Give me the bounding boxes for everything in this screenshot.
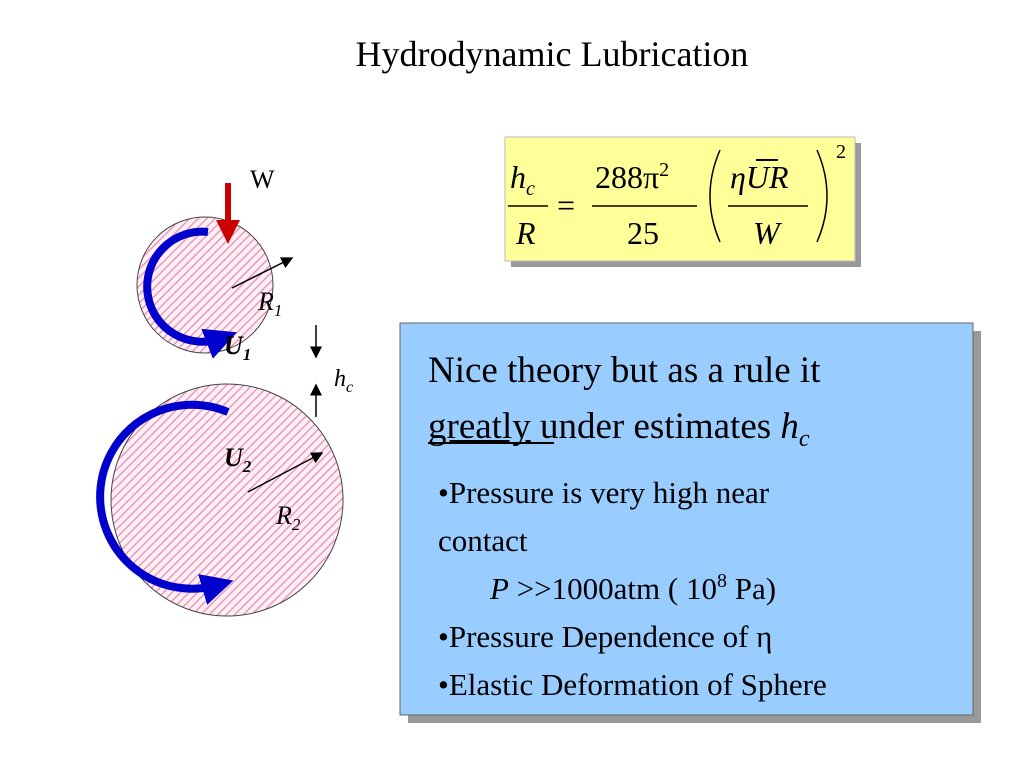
lhs-numerator: hc <box>510 159 535 200</box>
velocity-label-2: U2 <box>224 443 252 476</box>
emphasis: greatly <box>428 406 531 447</box>
symbol: η <box>730 159 746 195</box>
symbol: h <box>780 406 799 447</box>
note-line-2: greatly under estimates hc <box>428 406 810 452</box>
coef-numerator: 288π2 <box>595 159 669 195</box>
rotation-arrow-2 <box>96 400 234 605</box>
title: Hydrodynamic Lubrication <box>356 34 749 74</box>
subscript: 1 <box>274 301 283 320</box>
text: under estimates <box>531 406 781 447</box>
box <box>399 322 974 716</box>
superscript: 8 <box>717 570 727 592</box>
sphere-1 <box>136 216 274 354</box>
subscript: c <box>346 379 353 396</box>
detail: P >>1000atm ( 108 Pa) <box>489 570 776 606</box>
text: Pa) <box>727 571 776 606</box>
lhs-denominator: R <box>515 215 536 251</box>
subscript: 1 <box>243 345 252 364</box>
text: >>1000atm ( 10 <box>509 571 717 606</box>
superscript: 2 <box>659 159 669 181</box>
number: 288π <box>595 159 659 195</box>
symbol: R <box>257 287 274 316</box>
symbol: U <box>746 159 771 195</box>
symbol: h <box>510 159 526 195</box>
symbol: U <box>224 331 244 360</box>
paren-left <box>709 149 721 243</box>
radius-arrow-1 <box>231 257 294 289</box>
equals: = <box>557 187 575 223</box>
subscript: 2 <box>292 515 301 534</box>
symbol: R <box>275 501 292 530</box>
radius-arrow-2 <box>247 452 324 493</box>
box <box>504 136 856 262</box>
velocity-label-1: U1 <box>224 331 251 364</box>
bullet-continued: contact <box>438 523 528 558</box>
formula-box: hc R = 288π2 25 ηUR W 2 <box>504 136 861 267</box>
gap-label: hc <box>334 366 353 396</box>
radius-label-1: R1 <box>257 287 282 320</box>
sphere-2 <box>110 383 344 617</box>
bullet: •Elastic Deformation of Sphere <box>438 667 827 702</box>
symbol: h <box>334 366 346 392</box>
symbol: U <box>224 443 244 472</box>
note-box: Nice theory but as a rule it greatly und… <box>399 322 981 723</box>
load-label: W <box>250 165 275 194</box>
paren-right <box>816 149 828 243</box>
exponent: 2 <box>836 141 846 163</box>
diagram: W R1 U1 U2 R2 hc <box>96 165 353 617</box>
radius-label-2: R2 <box>275 501 301 534</box>
bullet: •Pressure is very high near <box>438 475 770 510</box>
subscript: 2 <box>242 457 252 476</box>
subscript: c <box>799 426 810 452</box>
symbol: R <box>768 159 789 195</box>
bullet: •Pressure Dependence of η <box>438 619 772 654</box>
subscript: c <box>526 178 535 200</box>
paren-numerator: ηUR <box>730 159 789 195</box>
note-line-1: Nice theory but as a rule it <box>428 350 821 391</box>
rotation-arrow-1 <box>143 227 237 359</box>
paren-denominator: W <box>753 215 783 251</box>
coef-denominator: 25 <box>627 215 659 251</box>
symbol: P <box>489 571 509 606</box>
